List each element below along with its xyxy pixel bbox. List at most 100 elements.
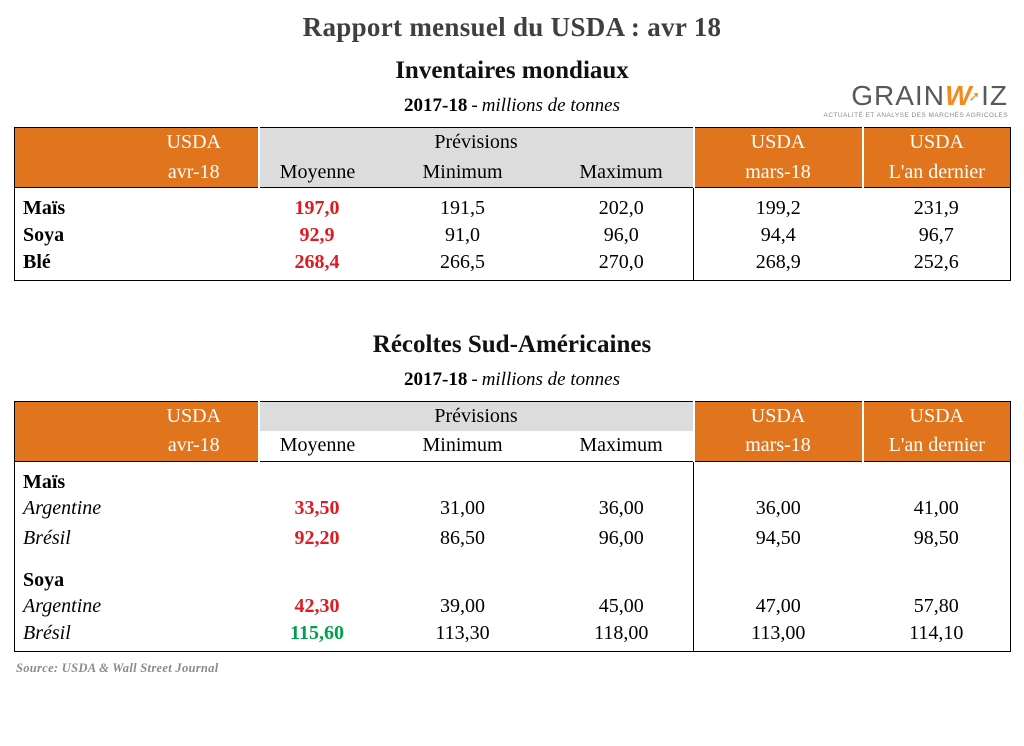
subtitle-units: millions de tonnes [481, 368, 620, 390]
cell-minimum: 86,50 [440, 527, 485, 549]
arrow-up-icon: ➚ [968, 88, 982, 104]
group-label: Maïs [23, 470, 66, 493]
cell-moyenne: 42,30 [294, 595, 340, 617]
header-minimum: Minimum [375, 157, 550, 188]
logo-text-grain: GRAIN [851, 80, 945, 111]
table-row-argentine-mais: Argentine 33,50 31,00 36,00 36,00 41,00 [15, 493, 1011, 524]
row-label: Maïs [23, 197, 66, 219]
subtitle-south-american-crops: 2017-18- millions de tonnes [0, 369, 1024, 391]
subtitle-year: 2017-18 [404, 368, 468, 390]
cell-moyenne: 33,50 [294, 497, 340, 519]
row-label: Brésil [23, 527, 71, 549]
cell-moyenne: 115,60 [290, 622, 344, 645]
header-usda-avr: USDA [14, 127, 259, 158]
cell-maximum: 36,00 [598, 497, 644, 519]
cell-minimum: 31,00 [440, 497, 485, 519]
empty-cell [863, 461, 1011, 494]
south-american-crops-table: USDA Prévisions USDA USDA avr-18 Moyenne… [14, 400, 1012, 652]
table-row-bresil-soya: Brésil 115,60 113,30 118,00 113,00 114,1… [15, 621, 1011, 652]
header-row-1: USDA Prévisions USDA USDA [14, 127, 1011, 158]
group-label: Soya [23, 568, 65, 591]
cell-minimum: 113,30 [435, 622, 490, 645]
row-label: Argentine [23, 497, 102, 519]
header-usda-avr: USDA [14, 401, 259, 431]
header-avr-18: avr-18 [14, 157, 259, 188]
cell-maximum: 96,00 [598, 527, 644, 549]
cell-moyenne: 197,0 [294, 197, 340, 219]
cell-dernier: 114,10 [909, 622, 964, 645]
section-title-world-inventories: Inventaires mondiaux [395, 57, 629, 84]
subtitle-world-inventories: 2017-18- millions de tonnes [0, 95, 1024, 117]
cell-moyenne: 92,20 [294, 527, 340, 549]
world-inventories-table: USDA Prévisions USDA USDA avr-18 Moyenne… [14, 127, 1012, 281]
cell-mars: 94,4 [693, 220, 863, 250]
cell-mars: 47,00 [693, 591, 863, 622]
header-row-2: avr-18 Moyenne Minimum Maximum mars-18 L… [14, 157, 1011, 188]
header-minimum: Minimum [375, 431, 550, 462]
cell-dernier: 231,9 [913, 197, 959, 219]
cell-dernier: 57,80 [913, 595, 959, 617]
logo-tagline: ACTUALITÉ ET ANALYSE DES MARCHÉS AGRICOL… [823, 112, 1008, 119]
header-mars-18: mars-18 [692, 157, 863, 188]
header-usda-mars: USDA [692, 401, 863, 431]
group-row-mais: Maïs [15, 461, 1011, 494]
table-row-soya: Soya 92,9 91,0 96,0 94,4 96,7 [15, 220, 1011, 250]
header-moyenne: Moyenne [257, 157, 376, 188]
grainwiz-logo: GRAINW➚IZ ACTUALITÉ ET ANALYSE DES MARCH… [823, 82, 1008, 120]
empty-cell [693, 461, 863, 494]
empty-cell [693, 553, 863, 592]
cell-maximum: 270,0 [598, 250, 644, 273]
header-previsions: Prévisions [257, 127, 694, 158]
subtitle-year: 2017-18 [404, 95, 468, 116]
cell-maximum: 45,00 [598, 595, 644, 617]
cell-mars: 94,50 [693, 523, 863, 554]
header-usda-dernier: USDA [861, 127, 1011, 158]
cell-dernier: 41,00 [913, 497, 959, 519]
cell-minimum: 39,00 [440, 595, 485, 617]
row-label: Argentine [23, 595, 102, 617]
header-maximum: Maximum [549, 157, 694, 188]
subtitle-units: millions de tonnes [481, 95, 620, 116]
cell-dernier: 252,6 [913, 250, 959, 273]
subtitle-dash: - [471, 368, 478, 390]
cell-maximum: 96,0 [603, 223, 639, 246]
row-label: Blé [23, 250, 51, 273]
empty-cell [550, 554, 694, 592]
table-row-ble: Blé 268,4 266,5 270,0 268,9 252,6 [15, 250, 1011, 280]
row-label: Soya [23, 223, 65, 246]
cell-minimum: 191,5 [440, 197, 485, 219]
cell-maximum: 202,0 [598, 197, 644, 219]
cell-moyenne: 92,9 [299, 223, 335, 246]
empty-cell [259, 461, 376, 494]
cell-moyenne: 268,4 [294, 250, 340, 273]
empty-cell [550, 461, 694, 494]
header-usda-dernier: USDA [861, 401, 1011, 431]
empty-cell [376, 461, 550, 494]
group-row-soya: Soya [15, 553, 1011, 592]
cell-minimum: 266,5 [440, 250, 485, 273]
empty-cell [376, 554, 550, 592]
header-row-1: USDA Prévisions USDA USDA [14, 401, 1011, 431]
grainwiz-w-icon: W [944, 80, 972, 111]
row-label: Brésil [23, 622, 71, 645]
table-row-bresil-mais: Brésil 92,20 86,50 96,00 94,50 98,50 [15, 523, 1011, 554]
cell-mars: 36,00 [693, 493, 863, 524]
header-avr-18: avr-18 [14, 431, 259, 462]
header-previsions: Prévisions [257, 401, 694, 431]
source-note: Source: USDA & Wall Street Journal [16, 661, 219, 675]
header-moyenne: Moyenne [257, 431, 376, 462]
cell-mars: 113,00 [693, 621, 863, 652]
cell-dernier: 96,7 [918, 223, 954, 246]
header-lan-dernier: L'an dernier [861, 431, 1011, 462]
cell-minimum: 91,0 [445, 223, 480, 246]
table-row-mais: Maïs 197,0 191,5 202,0 199,2 231,9 [15, 187, 1011, 220]
logo-text-iz: IZ [981, 80, 1008, 111]
header-usda-mars: USDA [692, 127, 863, 158]
grainwiz-wordmark: GRAINW➚IZ [824, 82, 1008, 110]
cell-mars: 199,2 [693, 187, 863, 220]
header-mars-18: mars-18 [692, 431, 863, 462]
header-maximum: Maximum [549, 431, 694, 462]
cell-mars: 268,9 [693, 250, 863, 280]
cell-maximum: 118,00 [594, 622, 649, 645]
page-title: Rapport mensuel du USDA : avr 18 [302, 12, 722, 42]
